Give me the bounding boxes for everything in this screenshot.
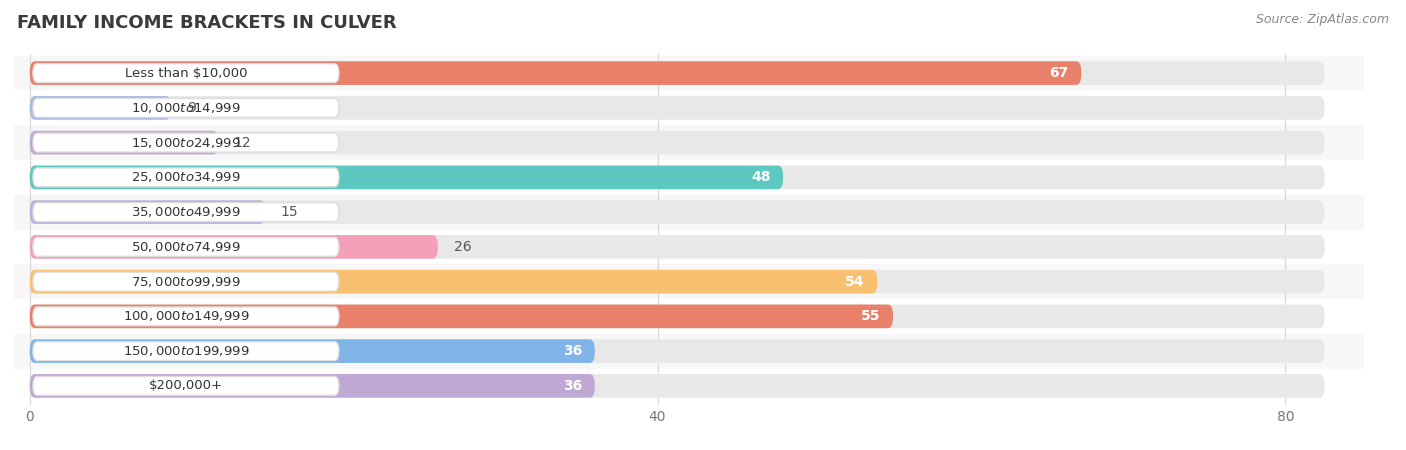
FancyBboxPatch shape	[30, 96, 172, 120]
FancyBboxPatch shape	[32, 238, 339, 256]
FancyBboxPatch shape	[30, 339, 1324, 363]
Text: $200,000+: $200,000+	[149, 379, 224, 392]
FancyBboxPatch shape	[30, 61, 1324, 85]
FancyBboxPatch shape	[32, 168, 339, 187]
Bar	[14, 369, 1364, 403]
FancyBboxPatch shape	[30, 374, 595, 398]
Text: $10,000 to $14,999: $10,000 to $14,999	[131, 101, 240, 115]
FancyBboxPatch shape	[32, 307, 339, 326]
Text: $50,000 to $74,999: $50,000 to $74,999	[131, 240, 240, 254]
Bar	[14, 230, 1364, 264]
Text: Less than $10,000: Less than $10,000	[125, 67, 247, 80]
FancyBboxPatch shape	[30, 131, 1324, 154]
FancyBboxPatch shape	[30, 305, 893, 328]
Bar	[14, 160, 1364, 195]
FancyBboxPatch shape	[32, 202, 339, 221]
Bar	[14, 195, 1364, 230]
Text: 36: 36	[562, 344, 582, 358]
FancyBboxPatch shape	[30, 305, 1324, 328]
FancyBboxPatch shape	[30, 96, 1324, 120]
Text: 12: 12	[233, 135, 252, 149]
FancyBboxPatch shape	[30, 339, 595, 363]
FancyBboxPatch shape	[32, 377, 339, 396]
FancyBboxPatch shape	[30, 200, 1324, 224]
Text: 26: 26	[454, 240, 471, 254]
Text: Source: ZipAtlas.com: Source: ZipAtlas.com	[1256, 14, 1389, 27]
Text: $150,000 to $199,999: $150,000 to $199,999	[122, 344, 249, 358]
Text: 36: 36	[562, 379, 582, 393]
FancyBboxPatch shape	[32, 99, 339, 117]
FancyBboxPatch shape	[32, 133, 339, 152]
FancyBboxPatch shape	[32, 272, 339, 291]
Text: FAMILY INCOME BRACKETS IN CULVER: FAMILY INCOME BRACKETS IN CULVER	[17, 14, 396, 32]
Text: $35,000 to $49,999: $35,000 to $49,999	[131, 205, 240, 219]
FancyBboxPatch shape	[30, 235, 437, 259]
FancyBboxPatch shape	[30, 374, 1324, 398]
Bar	[14, 90, 1364, 125]
FancyBboxPatch shape	[30, 131, 218, 154]
Text: 54: 54	[845, 274, 865, 288]
FancyBboxPatch shape	[32, 63, 339, 82]
FancyBboxPatch shape	[30, 200, 266, 224]
Text: 9: 9	[187, 101, 195, 115]
Bar	[14, 299, 1364, 334]
Text: $15,000 to $24,999: $15,000 to $24,999	[131, 135, 240, 149]
Text: 55: 55	[860, 310, 880, 324]
Text: 15: 15	[281, 205, 298, 219]
FancyBboxPatch shape	[30, 166, 1324, 189]
FancyBboxPatch shape	[30, 166, 783, 189]
FancyBboxPatch shape	[30, 270, 1324, 293]
Bar	[14, 56, 1364, 90]
FancyBboxPatch shape	[30, 61, 1081, 85]
Text: $25,000 to $34,999: $25,000 to $34,999	[131, 171, 240, 184]
Text: 48: 48	[751, 171, 770, 184]
Bar	[14, 125, 1364, 160]
Text: $75,000 to $99,999: $75,000 to $99,999	[131, 274, 240, 288]
Text: $100,000 to $149,999: $100,000 to $149,999	[122, 310, 249, 324]
FancyBboxPatch shape	[30, 270, 877, 293]
Bar	[14, 334, 1364, 369]
Bar	[14, 264, 1364, 299]
Text: 67: 67	[1049, 66, 1069, 80]
FancyBboxPatch shape	[30, 235, 1324, 259]
FancyBboxPatch shape	[32, 342, 339, 360]
